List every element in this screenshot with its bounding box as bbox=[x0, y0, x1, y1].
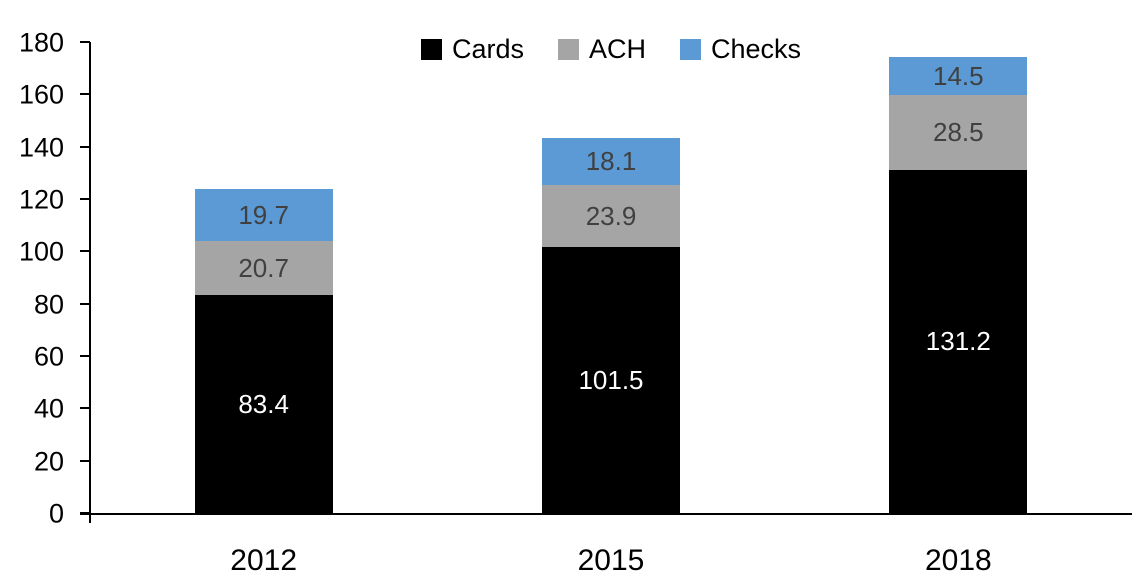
y-tick-mark bbox=[80, 145, 90, 148]
legend-label: Cards bbox=[451, 33, 524, 64]
x-axis-label-2015: 2015 bbox=[577, 544, 645, 577]
data-label-cards-2018: 131.2 bbox=[925, 326, 991, 357]
bar-segment-cards-2015: 101.5 bbox=[542, 247, 680, 513]
y-tick-label: 60 bbox=[33, 341, 64, 372]
y-tick-mark bbox=[80, 407, 90, 410]
legend-item-cards: Cards bbox=[420, 33, 524, 64]
y-tick-label: 100 bbox=[18, 236, 64, 267]
y-tick-label: 140 bbox=[18, 132, 64, 163]
y-tick-mark bbox=[80, 41, 90, 43]
bar-segment-ach-2015: 23.9 bbox=[542, 184, 680, 248]
y-axis-line bbox=[89, 42, 91, 515]
chart-legend: Cards ACH Checks bbox=[90, 33, 1132, 65]
y-tick-mark bbox=[80, 302, 90, 305]
data-label-ach-2015: 23.9 bbox=[585, 201, 637, 232]
legend-label: Checks bbox=[711, 33, 802, 64]
legend-item-checks: Checks bbox=[680, 33, 802, 64]
legend-item-ach: ACH bbox=[557, 33, 646, 64]
y-tick-label: 160 bbox=[18, 79, 64, 110]
data-label-checks-2018: 14.5 bbox=[933, 61, 984, 92]
x-axis-zero-tick bbox=[89, 515, 91, 523]
y-tick-mark bbox=[80, 198, 90, 200]
y-tick-mark bbox=[80, 459, 90, 462]
bar-segment-ach-2018: 28.5 bbox=[889, 95, 1028, 170]
x-axis-label-2018: 2018 bbox=[924, 544, 992, 577]
legend-label: ACH bbox=[588, 33, 646, 64]
data-label-cards-2015: 101.5 bbox=[578, 365, 644, 396]
y-tick-mark bbox=[80, 355, 90, 357]
y-tick-mark bbox=[80, 250, 90, 253]
y-tick-label: 0 bbox=[48, 498, 64, 529]
bar-segment-cards-2018: 131.2 bbox=[889, 169, 1028, 513]
y-tick-label: 120 bbox=[18, 184, 64, 215]
y-tick-mark bbox=[80, 93, 90, 96]
data-label-cards-2012: 83.4 bbox=[238, 388, 289, 419]
x-axis-line bbox=[80, 513, 1132, 515]
legend-swatch-icon bbox=[680, 38, 701, 60]
y-tick-label: 180 bbox=[18, 27, 64, 58]
legend-swatch-icon bbox=[420, 38, 442, 60]
y-tick-label: 80 bbox=[33, 289, 64, 320]
y-tick-label: 40 bbox=[33, 393, 64, 424]
x-axis-label-2012: 2012 bbox=[230, 544, 298, 577]
data-label-checks-2012: 19.7 bbox=[238, 199, 289, 230]
bar-segment-ach-2012: 20.7 bbox=[194, 240, 333, 295]
legend-swatch-icon bbox=[557, 38, 579, 60]
data-label-checks-2015: 18.1 bbox=[585, 146, 637, 177]
bar-segment-checks-2018: 14.5 bbox=[889, 57, 1028, 96]
bar-segment-checks-2015: 18.1 bbox=[542, 137, 680, 185]
bar-segment-cards-2012: 83.4 bbox=[194, 294, 333, 513]
bar-segment-checks-2012: 19.7 bbox=[194, 189, 333, 241]
data-label-ach-2012: 20.7 bbox=[238, 252, 289, 283]
y-tick-label: 20 bbox=[33, 446, 64, 477]
data-label-ach-2018: 28.5 bbox=[933, 117, 984, 148]
